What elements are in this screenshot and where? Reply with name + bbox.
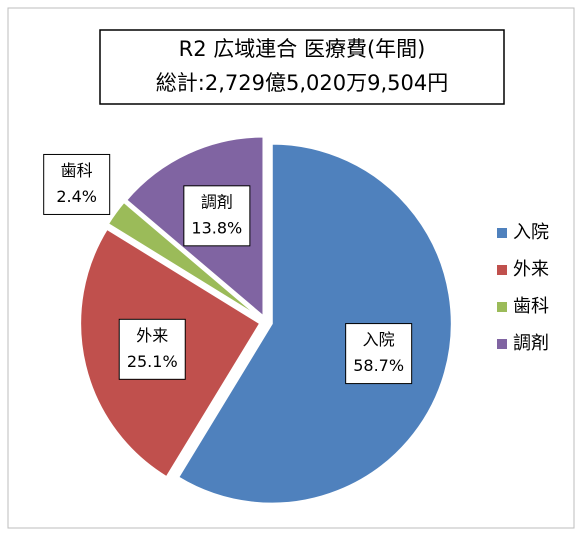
legend-label: 外来 <box>513 259 549 280</box>
data-label-name: 歯科 <box>61 161 93 180</box>
legend-swatch <box>497 339 507 349</box>
legend-swatch <box>497 302 507 312</box>
data-label-name: 外来 <box>136 326 168 345</box>
data-label-name: 調剤 <box>201 192 233 211</box>
pie-slice <box>106 200 262 320</box>
data-label-box <box>345 323 413 385</box>
data-label-box <box>118 318 186 380</box>
legend-swatch <box>497 228 507 238</box>
data-label-value: 25.1% <box>127 352 178 371</box>
legend-label: 調剤 <box>513 333 549 354</box>
title-box <box>99 29 505 105</box>
legend-swatch <box>497 265 507 275</box>
data-label-value: 2.4% <box>56 187 97 206</box>
chart-title: R2 広域連合 医療費(年間) <box>179 37 426 61</box>
data-label-box <box>43 153 111 215</box>
data-label-name: 入院 <box>363 330 395 349</box>
chart-subtitle: 総計:2,729億5,020万9,504円 <box>156 71 448 95</box>
data-label-value: 13.8% <box>191 218 242 237</box>
legend-label: 入院 <box>513 222 549 243</box>
pie-slice <box>176 142 453 505</box>
data-label-box <box>183 185 251 247</box>
data-label-value: 58.7% <box>353 356 404 375</box>
legend-label: 歯科 <box>513 296 549 317</box>
